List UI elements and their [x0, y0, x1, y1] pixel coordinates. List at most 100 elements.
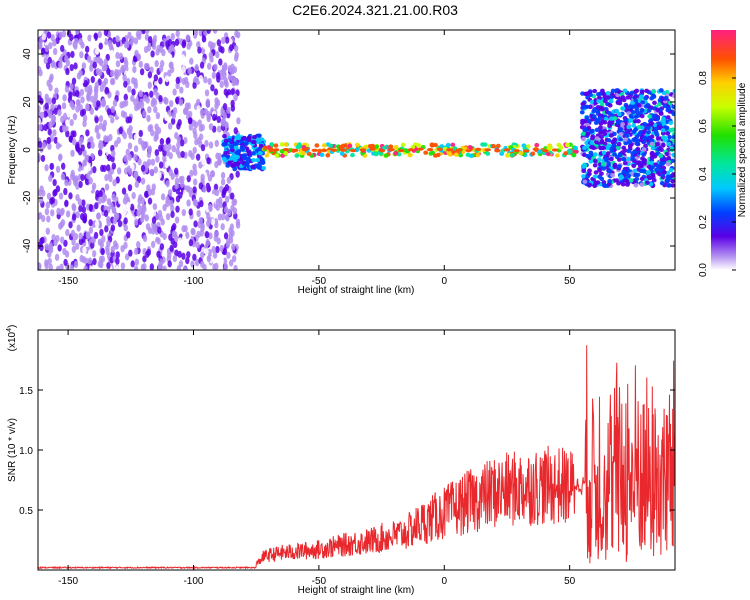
spectrogram-cell — [62, 94, 67, 102]
spectrogram-cell — [172, 88, 177, 96]
spectrogram-cell — [103, 63, 108, 72]
spectrogram-cell — [641, 152, 647, 157]
spectrogram-cell — [658, 88, 664, 93]
spectrogram-cell — [274, 153, 280, 158]
spectrogram-cell — [186, 199, 191, 207]
spectrogram-cell — [40, 47, 46, 55]
spectrogram-cell — [137, 137, 143, 145]
spectrogram-cell — [186, 251, 191, 259]
spectrogram-cell — [53, 188, 58, 197]
spectrogram-cell — [581, 164, 586, 169]
spectrogram-cell — [193, 199, 199, 207]
spectrogram-cell — [120, 66, 125, 74]
colorbar-tick-label: 0.0 — [698, 263, 709, 277]
spectrogram-peak — [340, 148, 347, 152]
spectrogram-cell — [350, 152, 355, 158]
spectrogram-cell — [157, 226, 162, 234]
spectrogram-cell — [229, 44, 234, 52]
spectrogram-cell — [167, 260, 172, 268]
spectrogram-cell — [252, 135, 257, 140]
spectrogram-cell — [204, 231, 210, 239]
spectrogram-cell — [196, 189, 201, 197]
spectrogram-cell — [638, 163, 644, 169]
spectrogram-cell — [156, 237, 161, 245]
spectrogram-cell — [110, 105, 116, 114]
spectrogram-cell — [495, 143, 501, 149]
spectrogram-cell — [636, 124, 642, 130]
spectrogram-cell — [75, 211, 80, 219]
spectrogram-cell — [90, 236, 95, 244]
spectrogram-cell — [139, 215, 145, 224]
spectrogram-cell — [158, 64, 164, 73]
spectrogram-cell — [586, 171, 592, 177]
spectrogram-cell — [50, 103, 55, 111]
spectrogram-cell — [160, 193, 166, 201]
spectrogram-cell — [668, 128, 674, 133]
spectrogram-cell — [182, 189, 188, 198]
spectrogram-cell — [165, 213, 171, 221]
spectrogram-cell — [144, 214, 150, 222]
spectrogram-cell — [116, 118, 122, 127]
spectrogram-cell — [621, 145, 627, 151]
spectrogram-cell — [654, 167, 659, 173]
spectrogram-peak — [369, 147, 376, 151]
spectrogram-cell — [107, 170, 113, 178]
spectrogram-cell — [671, 111, 675, 117]
spectrogram-cell — [192, 146, 197, 154]
spectrogram-cell — [206, 30, 211, 34]
spectrogram-cell — [116, 167, 122, 175]
spectrogram-cell — [258, 156, 264, 161]
spectrogram-cell — [204, 89, 210, 97]
spectrogram-cell — [628, 113, 634, 119]
spectrogram-cell — [98, 190, 103, 198]
spectrogram-cell — [76, 72, 82, 80]
spectrogram-cell — [141, 76, 146, 84]
colorbar: 0.0 0.2 0.4 0.6 0.8 Normalized spectral ampl… — [698, 30, 748, 277]
spectrogram-cell — [592, 158, 598, 164]
spectrogram-cell — [43, 110, 48, 118]
spectrogram-cell — [250, 164, 256, 170]
spectrogram-cell — [215, 203, 221, 211]
spectrogram-cell — [140, 177, 146, 185]
spectrogram-region — [579, 88, 675, 189]
spectrogram-cell — [580, 118, 585, 124]
spectrogram-cell — [44, 259, 49, 267]
spectrogram-cell — [671, 93, 675, 99]
spectrogram-cell — [595, 108, 600, 114]
spectrogram-cell — [581, 136, 586, 142]
spectrogram-cell — [537, 149, 542, 154]
spectrogram-cell — [374, 144, 380, 149]
snr-y-axis: 0.5 1.0 1.5 — [19, 386, 675, 517]
spectrogram-cell — [79, 51, 84, 59]
spectrogram-cell — [623, 141, 629, 146]
spectrogram-cell — [178, 98, 184, 107]
spectrogram-cell — [188, 239, 194, 247]
spectrogram-cell — [646, 170, 652, 175]
spectrogram-cell — [92, 100, 97, 108]
spectrogram-cell — [130, 215, 135, 224]
spectrogram-cell — [52, 47, 58, 56]
spectrogram-cell — [99, 228, 104, 237]
spectrogram-cell — [136, 209, 141, 217]
spectrogram-peak — [407, 148, 415, 152]
spectrogram-cell — [81, 62, 87, 70]
spectrogram-cell — [407, 152, 413, 158]
spectrogram-cell — [50, 118, 55, 126]
spectrogram-cell — [222, 103, 228, 111]
spectrogram-cell — [602, 120, 608, 125]
spectrogram-cell — [165, 200, 170, 208]
spectrogram-cell — [206, 185, 212, 193]
spectrogram-cell — [175, 76, 181, 84]
spectrogram-cell — [56, 207, 61, 215]
spectrogram-cell — [38, 105, 41, 113]
spectrogram-cell — [587, 182, 593, 188]
spectrogram-cell — [612, 152, 617, 157]
spectrogram-cell — [176, 122, 181, 130]
spectrogram-cell — [79, 136, 84, 144]
spectrogram-cell — [233, 144, 239, 150]
spectrogram-cell — [60, 162, 66, 170]
spectrogram-cell — [121, 187, 127, 195]
spectrogram-cell — [106, 198, 112, 206]
spectrogram-cell — [104, 183, 110, 191]
spectrogram-cell — [179, 86, 184, 94]
